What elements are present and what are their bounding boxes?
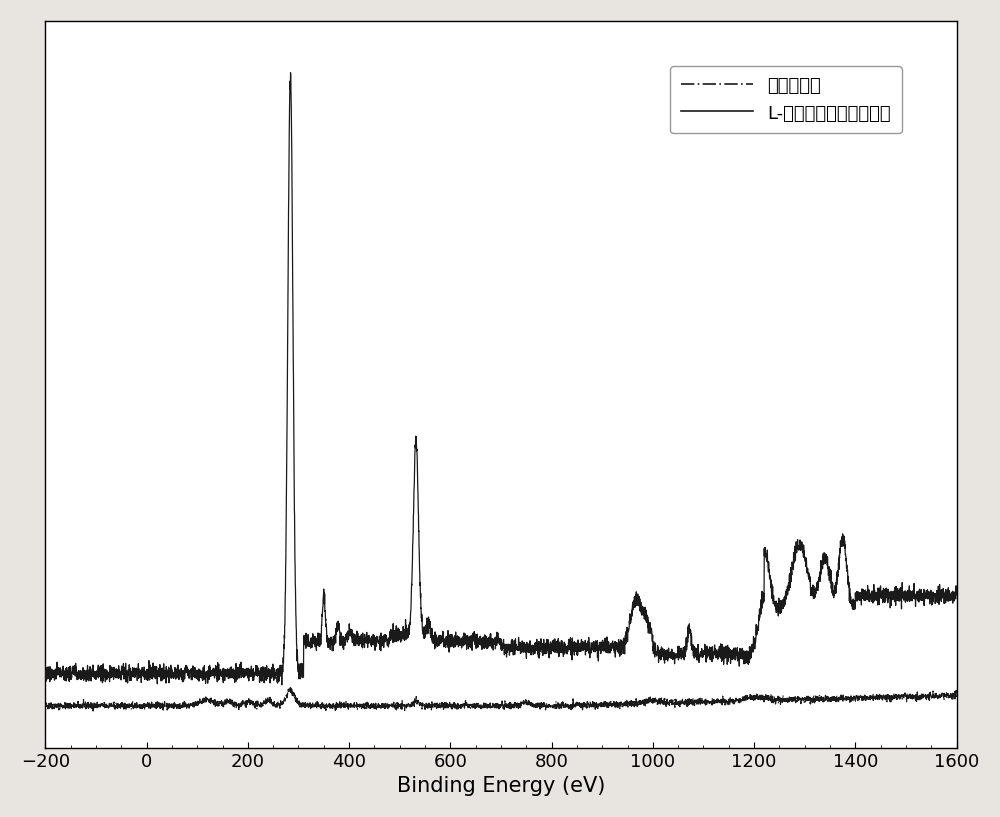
Legend: 氧化石墨烯, L-半胱氨酸功能化石墨烯: 氧化石墨烯, L-半胱氨酸功能化石墨烯 [670, 66, 902, 133]
X-axis label: Binding Energy (eV): Binding Energy (eV) [397, 776, 605, 797]
